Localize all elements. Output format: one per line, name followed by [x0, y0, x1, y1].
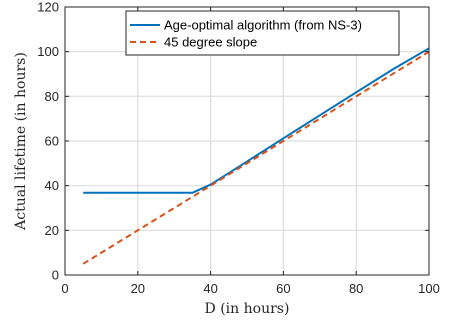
series-line-45-degree [82, 50, 430, 265]
x-tick-labels: 0 20 40 60 80 100 [61, 281, 439, 296]
x-tick-label-40: 40 [203, 281, 217, 296]
x-tick-label-20: 20 [131, 281, 145, 296]
x-tick-label-100: 100 [418, 281, 440, 296]
x-tick-label-0: 0 [61, 281, 68, 296]
legend-entry-age-optimal: Age-optimal algorithm (from NS-3) [164, 18, 362, 33]
legend-entry-45-degree: 45 degree slope [164, 35, 257, 50]
y-tick-label-40: 40 [45, 178, 59, 193]
tick-marks [64, 6, 430, 276]
y-tick-label-60: 60 [45, 134, 59, 149]
y-tick-label-0: 0 [52, 268, 59, 283]
series-line-age-optimal [83, 47, 430, 194]
y-tick-label-100: 100 [37, 44, 59, 59]
x-axis-label: D (in hours) [205, 301, 290, 317]
y-tick-labels: 0 20 40 60 80 100 120 [37, 0, 59, 283]
series-layer [82, 47, 430, 265]
y-tick-label-120: 120 [37, 0, 59, 15]
x-tick-label-80: 80 [349, 281, 363, 296]
legend: Age-optimal algorithm (from NS-3) 45 deg… [125, 10, 400, 56]
y-tick-label-20: 20 [45, 223, 59, 238]
y-axis-label: Actual lifetime (in hours) [13, 52, 29, 231]
legend-box [125, 10, 400, 56]
y-tick-label-80: 80 [45, 89, 59, 104]
x-tick-label-60: 60 [276, 281, 290, 296]
